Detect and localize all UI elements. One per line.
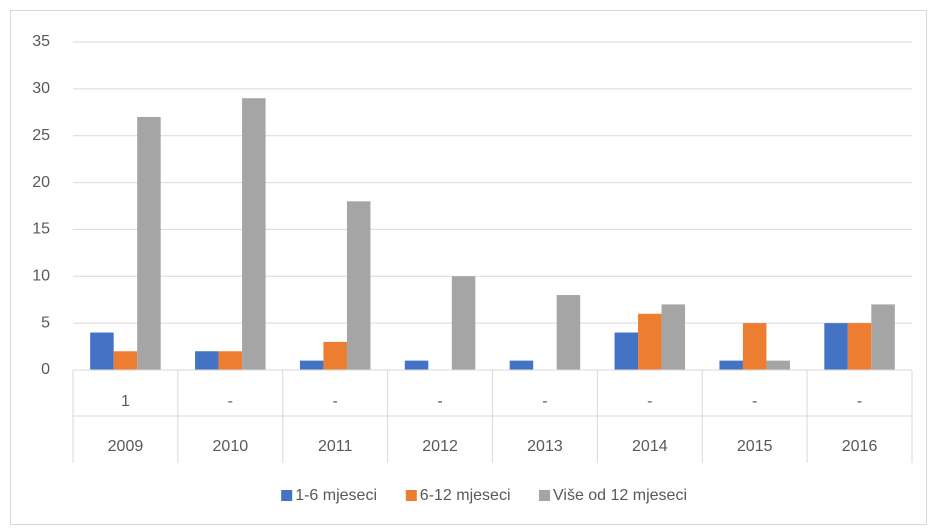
legend-swatch (405, 490, 417, 501)
x-sublabel: - (228, 393, 233, 410)
bar (195, 351, 219, 370)
bar (451, 276, 476, 370)
x-tick-label: 2016 (842, 438, 878, 455)
bar (847, 323, 872, 370)
y-tick-label: 10 (32, 268, 50, 285)
x-tick-label: 2015 (737, 438, 773, 455)
bar (556, 295, 581, 370)
x-sublabel: - (333, 393, 338, 410)
y-tick-label: 25 (32, 127, 50, 144)
x-tick-label: 2009 (108, 438, 144, 455)
bar (90, 332, 114, 370)
bar (824, 323, 848, 370)
y-tick-label: 35 (32, 33, 50, 50)
bar (766, 360, 790, 370)
legend-label: Više od 12 mjeseci (553, 487, 687, 504)
legend-swatch (281, 490, 293, 501)
bar (323, 341, 347, 370)
bar (719, 360, 743, 370)
bar (871, 304, 895, 370)
bar (218, 351, 243, 370)
x-sublabel: - (752, 393, 757, 410)
legend-swatch (539, 490, 550, 501)
x-tick-label: 2013 (527, 438, 563, 455)
bar (137, 116, 161, 370)
x-tick-label: 2010 (213, 438, 249, 455)
bar (242, 98, 266, 370)
x-sublabel: - (647, 393, 652, 410)
bar (661, 304, 686, 370)
chart-border (10, 10, 927, 525)
x-sublabel: - (437, 393, 442, 410)
x-tick-label: 2014 (632, 438, 668, 455)
legend-label: 6-12 mjeseci (420, 487, 511, 504)
bar (299, 360, 324, 370)
x-sublabel: 1 (121, 393, 130, 410)
bar (638, 313, 662, 370)
bar (113, 351, 138, 370)
bar (346, 201, 371, 370)
bar (614, 332, 639, 370)
y-tick-label: 20 (32, 174, 50, 191)
x-tick-label: 2011 (318, 438, 353, 455)
y-tick-label: 0 (41, 361, 50, 378)
bar (742, 323, 767, 370)
x-sublabel: - (857, 393, 862, 410)
x-tick-label: 2012 (422, 438, 458, 455)
legend-label: 1-6 mjeseci (295, 487, 377, 504)
bar (509, 360, 534, 370)
y-tick-label: 30 (32, 80, 50, 97)
y-tick-label: 15 (32, 221, 50, 238)
x-sublabel: - (542, 393, 547, 410)
bar (404, 360, 429, 370)
y-tick-label: 5 (41, 314, 50, 331)
